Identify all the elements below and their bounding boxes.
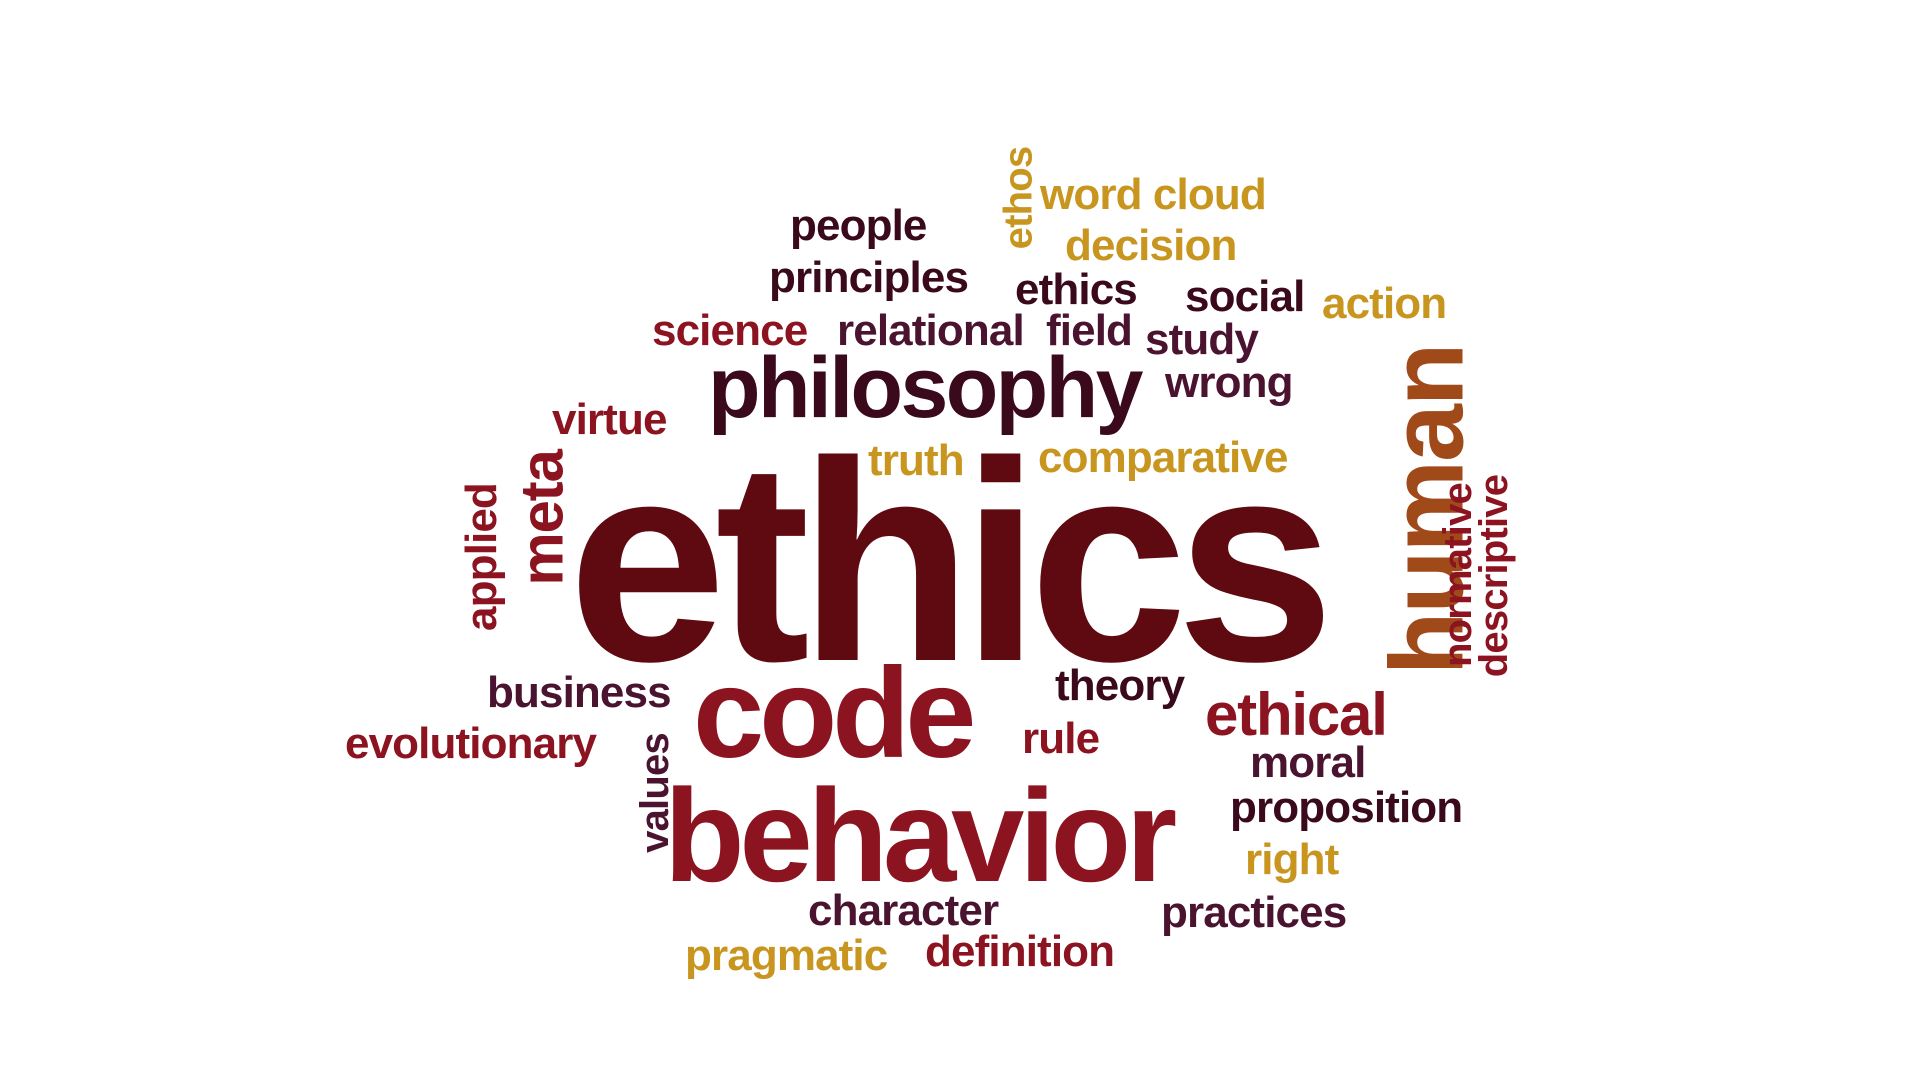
word-meta: meta <box>508 450 576 586</box>
word-character: character <box>808 886 999 935</box>
word-relational: relational <box>837 306 1025 355</box>
word-field: field <box>1046 306 1133 355</box>
word-pragmatic: pragmatic <box>685 931 888 980</box>
word-values: values <box>632 733 677 853</box>
word-comparative: comparative <box>1038 433 1288 482</box>
word-wrong: wrong <box>1165 358 1293 407</box>
word-right: right <box>1245 835 1339 884</box>
word-ethics-large: ethics <box>568 403 1335 721</box>
word-principles: principles <box>769 253 969 302</box>
word-study: study <box>1145 315 1259 364</box>
word-virtue: virtue <box>552 395 667 444</box>
word-behavior: behavior <box>664 762 1177 909</box>
word-ethical: ethical <box>1205 681 1388 748</box>
word-business: business <box>487 668 672 717</box>
word-code: code <box>693 642 976 785</box>
word-moral: moral <box>1250 738 1366 787</box>
word-theory: theory <box>1055 661 1185 710</box>
word-truth: truth <box>868 436 965 485</box>
word-ethics-small: ethics <box>1015 265 1138 314</box>
word-word-cloud: word cloud <box>1040 170 1267 219</box>
word-action: action <box>1322 279 1447 328</box>
word-evolutionary: evolutionary <box>345 719 597 768</box>
word-proposition: proposition <box>1230 783 1463 832</box>
word-science: science <box>652 306 808 355</box>
word-social: social <box>1185 272 1305 321</box>
word-decision: decision <box>1065 221 1237 270</box>
word-definition: definition <box>925 927 1115 976</box>
word-people: people <box>790 201 927 250</box>
word-philosophy: philosophy <box>708 340 1143 436</box>
word-practices: practices <box>1161 888 1347 937</box>
word-rule: rule <box>1022 714 1100 763</box>
word-ethos: ethos <box>996 146 1041 250</box>
word-applied: applied <box>456 483 506 631</box>
word-descriptive: descriptive <box>1472 474 1517 678</box>
